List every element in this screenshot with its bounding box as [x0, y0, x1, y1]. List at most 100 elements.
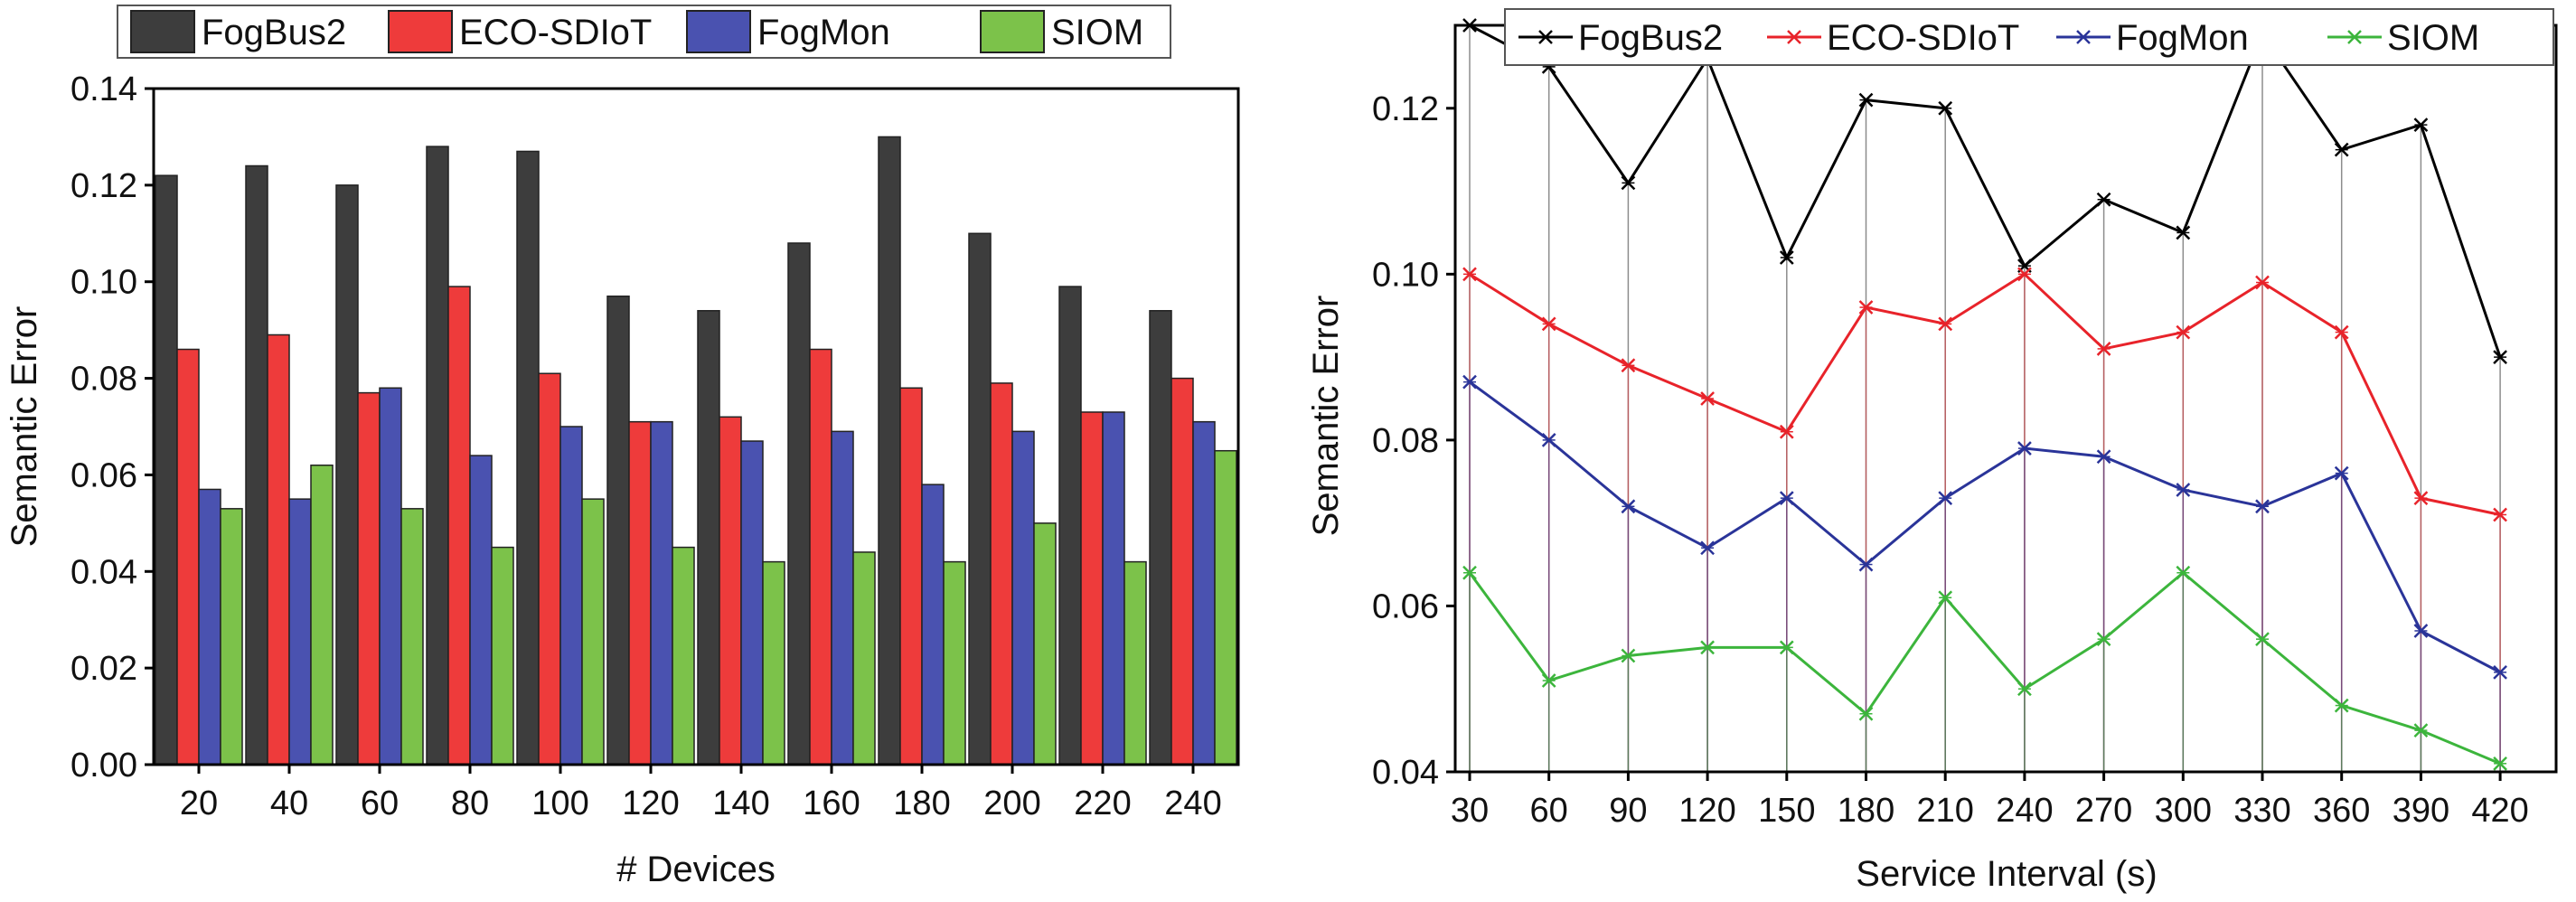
point-eco-sdiot-360	[2334, 324, 2349, 340]
bar-fogmon-140	[740, 440, 764, 766]
point-siom-30	[1462, 565, 1477, 580]
bar-eco-sdiot-160	[809, 348, 832, 766]
line-x-tick-label: 360	[2313, 792, 2370, 830]
point-siom-270	[2096, 632, 2111, 647]
bar-fogbus2-60	[335, 184, 359, 766]
bar-siom-80	[491, 546, 514, 766]
point-fogbus2-300	[2176, 225, 2191, 240]
point-fogbus2-270	[2096, 192, 2111, 207]
line-x-tick-label: 330	[2233, 792, 2290, 830]
bar-fogbus2-140	[697, 310, 720, 766]
bar-legend-swatch-fogbus2	[130, 10, 195, 53]
point-fogbus2-420	[2493, 350, 2507, 364]
bar-eco-sdiot-60	[357, 391, 381, 766]
line-x-axis-title: Service Interval (s)	[1856, 854, 2157, 894]
bar-eco-sdiot-120	[628, 420, 652, 766]
point-eco-sdiot-330	[2255, 275, 2270, 290]
line-series-fogbus2	[1469, 23, 2502, 358]
line-legend-marker	[2347, 30, 2362, 44]
bar-legend-swatch-siom	[980, 10, 1045, 53]
bar-fogbus2-120	[606, 295, 630, 766]
bar-fogmon-40	[288, 498, 312, 766]
line-y-tick-label: 0.06	[1372, 587, 1439, 625]
bar-bars	[155, 136, 1237, 766]
bar-legend-swatch-fogmon	[686, 10, 751, 53]
point-fogmon-210	[1938, 491, 1953, 506]
line-x-tick-label: 420	[2471, 792, 2528, 830]
bar-x-tick-label: 120	[622, 785, 679, 822]
line-legend-label-fogbus2: FogBus2	[1578, 18, 1723, 58]
bar-x-axis-title: # Devices	[616, 850, 776, 889]
point-eco-sdiot-390	[2413, 491, 2429, 506]
bar-fogmon-200	[1011, 430, 1035, 766]
point-siom-330	[2255, 632, 2270, 647]
line-x-ticks: 30 60 90 120 150 180 210 240 270 300 330 360 390 420	[1451, 772, 2529, 830]
line-legend-label-eco-sdiot: ECO-SDIoT	[1827, 18, 2019, 58]
bar-x-tick-label: 180	[893, 785, 950, 822]
line-x-tick-label: 60	[1530, 792, 1568, 830]
bar-fogbus2-100	[516, 150, 540, 766]
point-eco-sdiot-150	[1779, 424, 1794, 439]
bar-y-tick-label: 0.04	[71, 553, 137, 591]
bar-siom-160	[852, 551, 876, 766]
bar-y-axis-title: Semantic Error	[5, 306, 44, 548]
bar-siom-140	[762, 560, 785, 766]
line-x-tick-label: 30	[1451, 792, 1489, 830]
point-eco-sdiot-420	[2493, 507, 2507, 522]
bar-fogbus2-240	[1149, 310, 1172, 766]
bar-y-tick-label: 0.10	[71, 264, 137, 302]
bar-fogbus2-160	[787, 242, 811, 766]
point-fogmon-240	[2017, 441, 2032, 456]
point-fogbus2-210	[1938, 100, 1953, 116]
bar-fogmon-100	[559, 426, 583, 766]
point-fogbus2-390	[2413, 117, 2429, 133]
line-x-tick-label: 150	[1758, 792, 1815, 830]
point-siom-360	[2334, 698, 2349, 713]
line-legend-marker	[1538, 30, 1553, 44]
bar-fogmon-240	[1192, 420, 1216, 766]
line-x-tick-label: 270	[2075, 792, 2132, 830]
bar-legend-label-siom: SIOM	[1051, 13, 1143, 52]
line-y-tick-label: 0.10	[1372, 256, 1439, 294]
point-siom-300	[2176, 565, 2191, 580]
point-siom-90	[1621, 648, 1636, 663]
point-fogmon-120	[1700, 540, 1715, 556]
line-y-tick-label: 0.12	[1372, 90, 1439, 128]
bar-siom-220	[1123, 560, 1147, 766]
bar-legend: FogBus2 ECO-SDIoT FogMon SIOM	[117, 5, 1171, 59]
bar-y-tick-label: 0.02	[71, 650, 137, 688]
bar-fogmon-80	[469, 455, 493, 766]
point-fogmon-300	[2176, 483, 2191, 497]
bar-legend-label-fogbus2: FogBus2	[202, 13, 346, 52]
point-fogbus2-180	[1858, 92, 1874, 108]
bar-x-tick-label: 60	[361, 785, 399, 822]
bar-fogmon-20	[198, 488, 221, 766]
bar-fogbus2-180	[878, 136, 901, 766]
point-siom-210	[1938, 590, 1953, 606]
point-fogmon-390	[2413, 624, 2429, 638]
point-fogmon-330	[2255, 499, 2270, 514]
point-eco-sdiot-300	[2176, 324, 2191, 340]
line-legend-marker	[1787, 30, 1801, 44]
bar-fogmon-220	[1102, 411, 1125, 766]
point-eco-sdiot-120	[1700, 391, 1715, 406]
bar-fogbus2-20	[155, 174, 178, 766]
bar-y-ticks: 0.00 0.02 0.04 0.06 0.08 0.10 0.12 0.14	[71, 70, 154, 785]
point-fogmon-30	[1462, 374, 1477, 390]
line-x-tick-label: 390	[2393, 792, 2449, 830]
point-siom-60	[1541, 673, 1556, 688]
point-fogmon-150	[1779, 491, 1794, 506]
bar-eco-sdiot-100	[538, 372, 561, 766]
line-x-tick-label: 300	[2155, 792, 2212, 830]
point-fogbus2-360	[2334, 142, 2349, 157]
line-x-tick-label: 210	[1916, 792, 1973, 830]
line-legend-marker	[2076, 30, 2091, 44]
bar-legend-label-eco-sdiot: ECO-SDIoT	[459, 13, 652, 52]
point-fogmon-90	[1621, 499, 1636, 514]
line-y-axis-title: Semantic Error	[1306, 296, 1346, 537]
bar-y-tick-label: 0.00	[71, 747, 137, 785]
bar-x-tick-label: 240	[1164, 785, 1221, 822]
bar-fogbus2-220	[1058, 286, 1082, 766]
bar-y-tick-label: 0.06	[71, 456, 137, 494]
line-plot-frame	[1453, 23, 2558, 774]
